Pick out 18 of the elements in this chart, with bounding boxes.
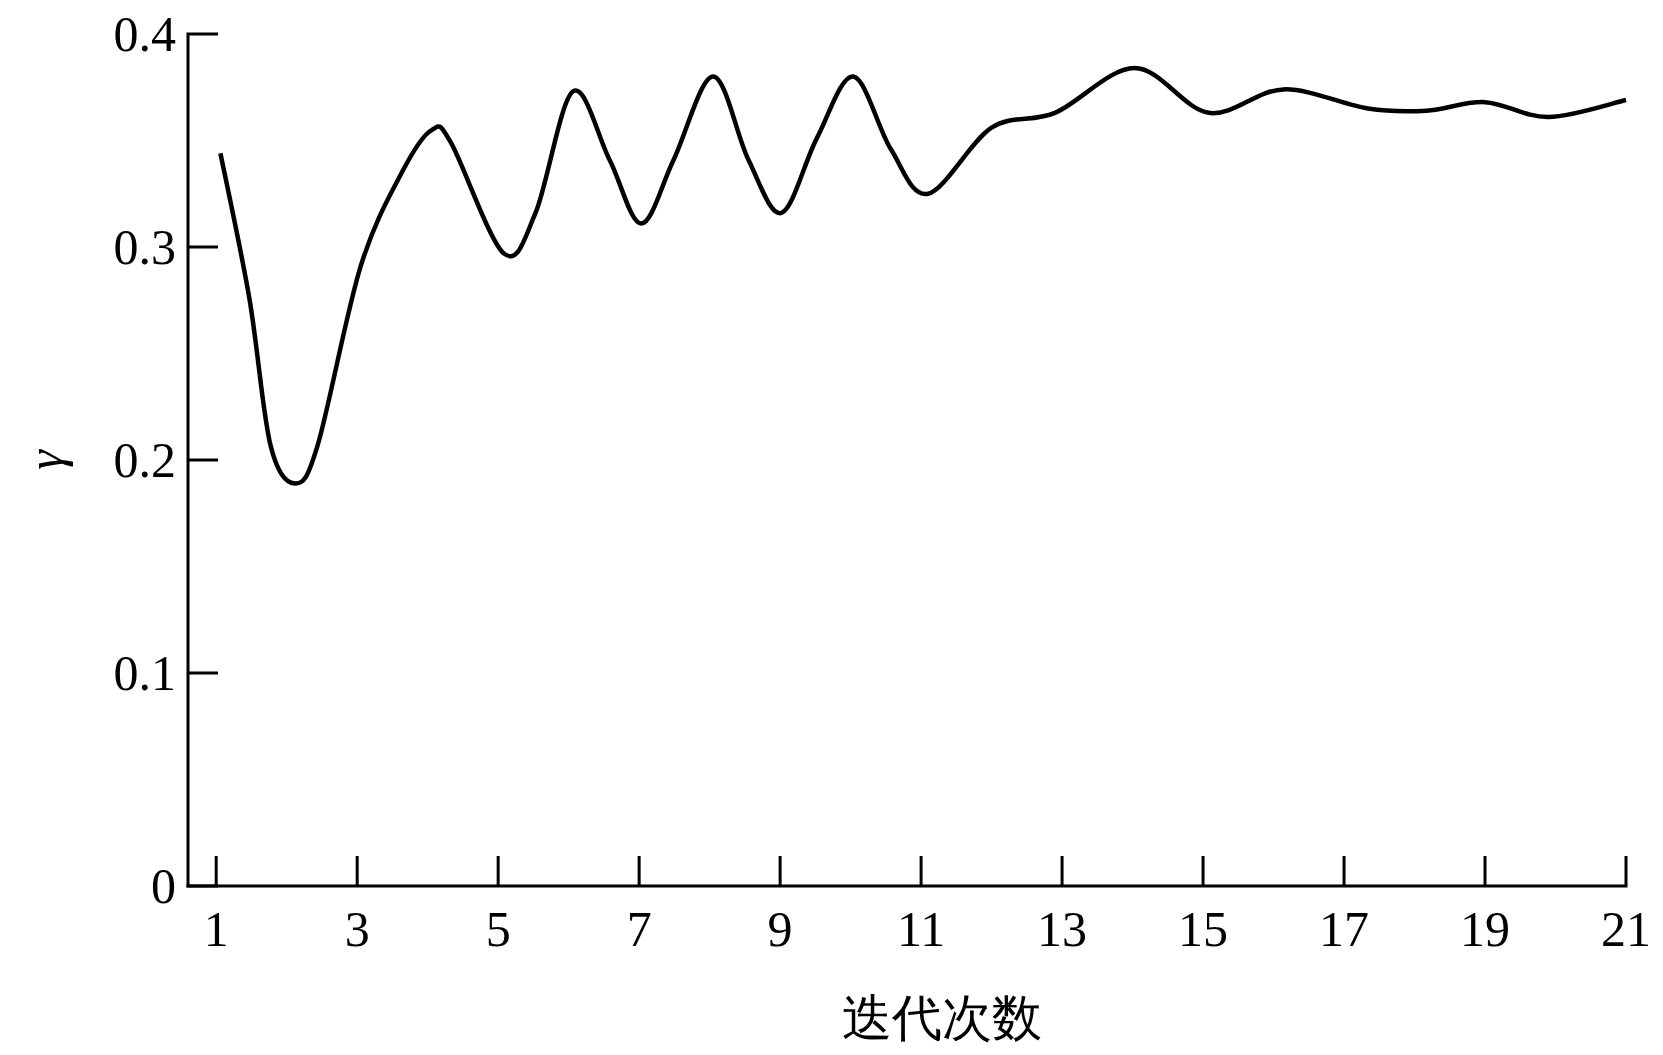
x-tick-label: 3 bbox=[344, 901, 370, 957]
x-axis-title: 迭代次数 bbox=[842, 990, 1042, 1046]
x-tick-label: 21 bbox=[1601, 901, 1651, 957]
x-tick-label: 9 bbox=[767, 901, 793, 957]
x-tick-label: 13 bbox=[1037, 901, 1088, 957]
y-tick-label: 0.3 bbox=[113, 219, 176, 275]
y-tick-label: 0.2 bbox=[113, 432, 176, 488]
x-tick-label: 5 bbox=[485, 901, 511, 957]
y-axis-title: γ bbox=[17, 448, 73, 470]
x-tick-label: 17 bbox=[1319, 901, 1370, 957]
x-tick-label: 1 bbox=[203, 901, 229, 957]
x-tick-label: 11 bbox=[897, 901, 946, 957]
y-tick-label: 0 bbox=[151, 858, 176, 914]
y-tick-label: 0.4 bbox=[113, 6, 176, 62]
x-tick-label: 19 bbox=[1460, 901, 1511, 957]
y-tick-label: 0.1 bbox=[113, 645, 176, 701]
x-tick-label: 7 bbox=[626, 901, 652, 957]
x-tick-label: 15 bbox=[1178, 901, 1229, 957]
